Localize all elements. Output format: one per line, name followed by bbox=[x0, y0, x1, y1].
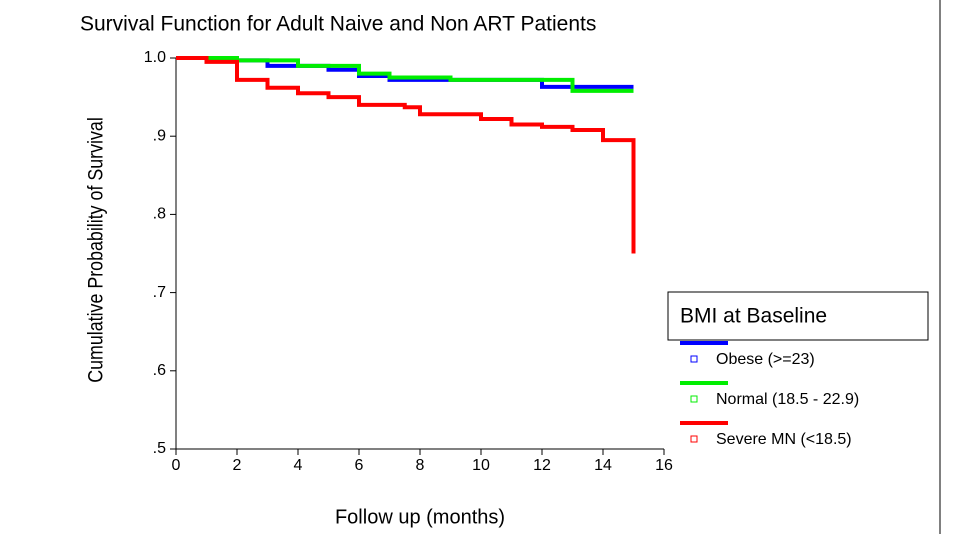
x-tick-label: 4 bbox=[294, 457, 303, 474]
y-tick-label: .8 bbox=[153, 206, 166, 223]
x-tick-label: 16 bbox=[655, 457, 673, 474]
x-tick-label: 14 bbox=[594, 457, 612, 474]
legend-label: Severe MN (<18.5) bbox=[716, 431, 852, 448]
y-tick-label: .7 bbox=[153, 284, 166, 301]
x-tick-label: 10 bbox=[472, 457, 490, 474]
legend-label: Obese (>=23) bbox=[716, 351, 815, 368]
legend-marker bbox=[690, 435, 698, 443]
y-tick-label: 1.0 bbox=[144, 49, 166, 66]
legend-marker bbox=[690, 395, 698, 403]
x-axis-label: Follow up (months) bbox=[335, 506, 505, 528]
legend-marker bbox=[690, 355, 698, 363]
x-tick-label: 2 bbox=[233, 457, 242, 474]
y-axis-label: Cumulative Probability of Survival bbox=[84, 117, 108, 383]
legend-title-box bbox=[667, 291, 929, 341]
x-tick-label: 6 bbox=[355, 457, 364, 474]
legend-label: Normal (18.5 - 22.9) bbox=[716, 391, 859, 408]
y-tick-label: .6 bbox=[153, 362, 166, 379]
survival-line bbox=[176, 56, 634, 93]
x-tick-label: 0 bbox=[172, 457, 181, 474]
x-tick-label: 12 bbox=[533, 457, 551, 474]
x-tick-label: 8 bbox=[416, 457, 425, 474]
y-tick-label: .9 bbox=[153, 127, 166, 144]
chart-title: Survival Function for Adult Naive and No… bbox=[80, 13, 596, 36]
legend-title: BMI at Baseline bbox=[680, 305, 827, 328]
y-tick-label: .5 bbox=[153, 440, 166, 457]
survival-line bbox=[176, 56, 636, 254]
